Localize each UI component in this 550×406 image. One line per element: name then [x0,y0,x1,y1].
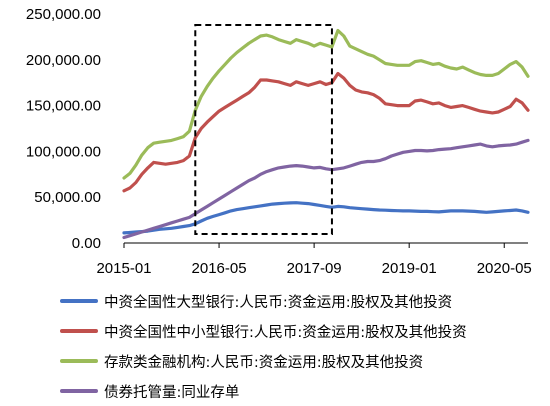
legend-item: 存款类金融机构:人民币:资金运用:股权及其他投资 [60,346,467,376]
legend: 中资全国性大型银行:人民币:资金运用:股权及其他投资 中资全国性中小型银行:人民… [60,286,467,406]
y-axis: 0.00 50,000.00 100,000.00 150,000.00 200,000… [26,6,101,252]
series-line-3 [122,28,530,180]
legend-swatch [60,299,98,303]
legend-swatch [60,329,98,333]
legend-label: 中资全国性中小型银行:人民币:资金运用:股权及其他投资 [104,324,467,341]
legend-label: 债券托管量:同业存单 [104,384,240,401]
x-tick-label: 2019-01 [382,260,437,277]
x-tick-label: 2020-05 [477,260,532,277]
series-line-4 [122,138,530,240]
line-chart: 0.00 50,000.00 100,000.00 150,000.00 200,000… [26,6,532,277]
highlight-box [194,24,333,235]
x-tick-label: 2015-01 [96,260,151,277]
x-axis: 2015-01 2016-05 2017-09 2019-01 2020-05 [96,242,532,277]
y-tick-label: 100,000.00 [26,143,101,160]
series-line-2 [122,71,530,193]
legend-label: 中资全国性大型银行:人民币:资金运用:股权及其他投资 [104,294,453,311]
x-tick-label: 2016-05 [192,260,247,277]
y-tick-label: 50,000.00 [34,189,101,206]
x-tick-label: 2017-09 [287,260,342,277]
legend-item: 中资全国性中小型银行:人民币:资金运用:股权及其他投资 [60,316,467,346]
y-tick-label: 250,000.00 [26,6,101,23]
legend-item: 中资全国性大型银行:人民币:资金运用:股权及其他投资 [60,286,467,316]
legend-swatch [60,389,98,393]
legend-swatch [60,359,98,363]
legend-item: 债券托管量:同业存单 [60,376,467,406]
y-tick-label: 0.00 [72,235,101,252]
series-lines [122,28,530,240]
legend-label: 存款类金融机构:人民币:资金运用:股权及其他投资 [104,354,424,371]
series-line-1 [122,201,530,235]
y-tick-label: 200,000.00 [26,52,101,69]
y-tick-label: 150,000.00 [26,98,101,115]
